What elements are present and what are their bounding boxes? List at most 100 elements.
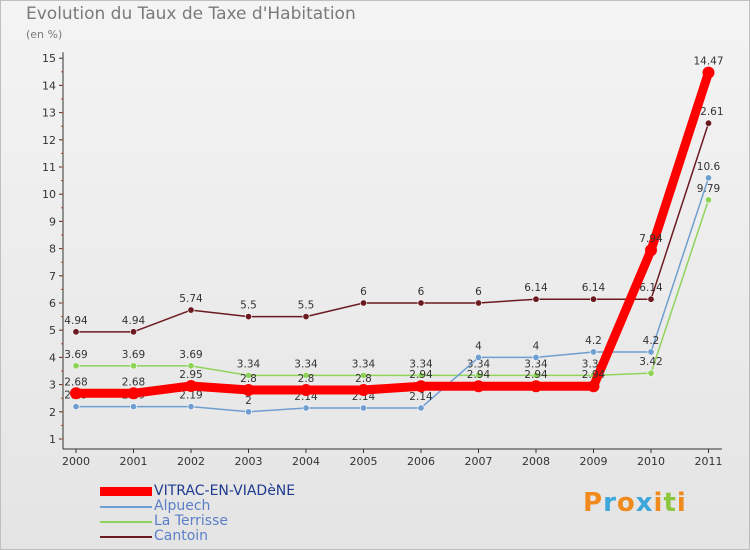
data-point [130, 403, 138, 411]
data-point [647, 348, 655, 356]
data-label: 3.34 [467, 358, 491, 370]
data-label: 2.8 [298, 373, 315, 385]
x-tick-label: 2008 [522, 455, 550, 468]
legend-label-vitrac: VITRAC-EN-VIADèNE [154, 483, 296, 499]
data-point [300, 384, 312, 397]
series-line [76, 122, 710, 333]
data-label: 6.14 [639, 282, 663, 294]
data-point [417, 299, 425, 307]
chart-legend: VITRAC-EN-VIADèNE Alpuech La Terrisse Ca… [100, 484, 400, 544]
data-label: 4.94 [64, 315, 88, 327]
data-point [187, 306, 195, 314]
x-tick-label: 2011 [695, 455, 723, 468]
data-point [245, 313, 253, 321]
y-tick-label: 11 [42, 161, 56, 174]
legend-item-la-terrisse[interactable]: La Terrisse [100, 514, 400, 529]
data-label: 2.94 [524, 369, 548, 381]
data-point [359, 299, 367, 307]
data-label: 2.19 [179, 390, 202, 402]
data-label: 4.2 [585, 335, 602, 347]
data-point [302, 404, 310, 412]
data-point [72, 403, 80, 411]
data-point [187, 403, 195, 411]
data-point [647, 369, 655, 377]
data-point [242, 384, 255, 397]
x-tick-label: 2001 [120, 455, 148, 468]
data-label: 2.68 [64, 376, 87, 388]
legend-item-cantoin[interactable]: Cantoin [100, 529, 400, 544]
data-point [704, 174, 712, 182]
data-label: 2.95 [179, 369, 202, 381]
data-label: 6.14 [582, 282, 606, 294]
legend-swatch-cantoin [100, 536, 152, 538]
y-tick-label: 7 [49, 270, 56, 283]
data-label: 3.69 [122, 349, 145, 361]
data-point [72, 362, 80, 370]
data-label: 4.2 [643, 335, 660, 347]
data-point [185, 379, 197, 392]
x-tick-label: 2004 [292, 455, 320, 468]
y-tick-label: 4 [49, 351, 56, 364]
x-tick-label: 2009 [580, 455, 608, 468]
logo-letter: o [616, 488, 636, 518]
data-label: 9.79 [697, 183, 720, 195]
data-label: 3.42 [639, 356, 662, 368]
chart-title: Evolution du Taux de Taxe d'Habitation [26, 4, 356, 24]
data-label: 6.14 [524, 282, 548, 294]
y-tick-label: 5 [49, 324, 56, 337]
legend-item-vitrac[interactable]: VITRAC-EN-VIADèNE [100, 484, 400, 499]
data-point [245, 408, 253, 416]
data-point [474, 371, 482, 379]
data-point [357, 384, 370, 397]
data-label: 2.8 [355, 373, 372, 385]
data-point [532, 353, 540, 361]
data-point [415, 380, 427, 393]
x-tick-label: 2000 [62, 455, 90, 468]
data-label: 4 [533, 340, 540, 352]
data-point [474, 299, 482, 307]
legend-label-alpuech: Alpuech [154, 498, 211, 514]
legend-swatch-vitrac [100, 487, 152, 496]
series-line [76, 177, 710, 413]
data-label: 2.68 [122, 376, 145, 388]
data-point [589, 295, 597, 303]
legend-item-alpuech[interactable]: Alpuech [100, 499, 400, 514]
y-tick-label: 2 [49, 406, 56, 419]
chart-unit-label: (en %) [26, 28, 63, 41]
x-tick-label: 2002 [177, 455, 205, 468]
y-tick-label: 3 [49, 379, 56, 392]
data-point [302, 371, 310, 379]
data-label: 5.5 [240, 300, 257, 312]
legend-swatch-alpuech [100, 506, 152, 508]
data-label: 4.94 [122, 315, 146, 327]
data-label: 6 [418, 286, 425, 298]
data-point [417, 371, 425, 379]
y-tick-label: 14 [42, 79, 56, 92]
data-point [532, 295, 540, 303]
data-point [187, 362, 195, 370]
logo-letter: i [653, 488, 664, 518]
data-point [130, 328, 138, 336]
y-tick-label: 10 [42, 188, 56, 201]
y-tick-label: 15 [42, 52, 56, 65]
data-label: 7.94 [639, 233, 663, 245]
logo-letter: P [583, 488, 604, 518]
data-label: 2 [245, 395, 252, 407]
data-point [472, 380, 485, 393]
data-point [72, 328, 80, 336]
data-label: 14.47 [693, 56, 723, 68]
data-point [589, 348, 597, 356]
y-tick-label: 13 [42, 107, 56, 120]
data-label: 3.34 [294, 358, 318, 370]
data-label: 6 [360, 286, 367, 298]
data-point [130, 362, 138, 370]
data-label: 2.94 [409, 369, 433, 381]
data-label: 3.69 [179, 349, 202, 361]
logo-letter: x [635, 488, 654, 518]
legend-swatch-la-terrisse [100, 521, 152, 523]
data-point [359, 371, 367, 379]
data-label: 3.34 [524, 358, 548, 370]
data-point [127, 387, 140, 400]
logo-letter: i [676, 488, 687, 518]
